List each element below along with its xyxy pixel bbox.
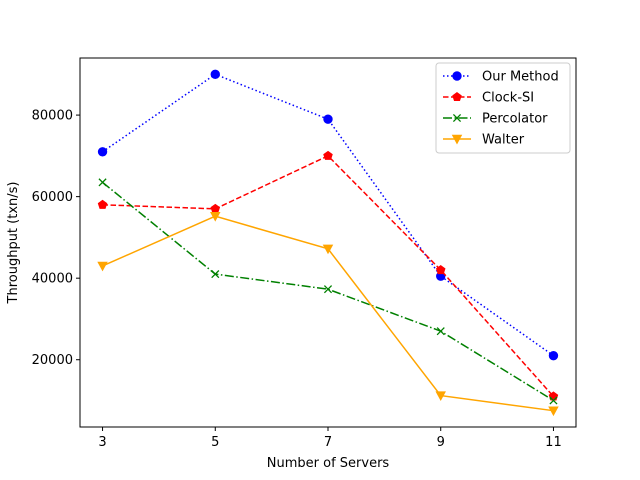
data-point (210, 203, 221, 213)
data-point (323, 150, 333, 160)
legend-label: Walter (482, 133, 525, 148)
series-percolator (98, 178, 558, 405)
data-point (549, 396, 558, 405)
data-point (97, 199, 108, 209)
legend-marker (452, 91, 462, 102)
legend-label: Clock-SI (482, 91, 534, 106)
data-point (210, 211, 221, 222)
legend-marker (452, 71, 462, 81)
series-walter (97, 211, 559, 417)
legend-marker (452, 113, 462, 123)
y-tick-label: 60000 (32, 190, 73, 205)
legend-entry: Walter (443, 133, 525, 148)
legend-label: Our Method (482, 70, 559, 85)
data-point (436, 327, 445, 336)
data-point (211, 270, 220, 279)
series-clock-si (97, 150, 559, 401)
x-axis-label: Number of Servers (267, 456, 390, 471)
legend-box (435, 62, 571, 154)
series-layer (97, 69, 559, 417)
x-tick-label: 5 (211, 435, 219, 450)
data-point (548, 406, 559, 417)
x-tick-label: 3 (98, 435, 106, 450)
series-line (102, 181, 554, 402)
data-point (98, 178, 107, 187)
legend-label: Percolator (482, 112, 548, 127)
series-our-method (97, 69, 559, 361)
data-point (323, 285, 333, 294)
data-point (548, 350, 559, 361)
axis-ticks: 3 5 7 9 11 20000 40000 60000 80000 (32, 109, 562, 450)
legend-marker (451, 134, 463, 145)
data-point (210, 69, 220, 80)
data-point (435, 391, 446, 402)
data-point (97, 261, 108, 272)
data-point (323, 114, 333, 124)
series-line (102, 73, 554, 357)
legend-entry: Our Method (443, 70, 559, 85)
legend-entry: Percolator (443, 112, 548, 127)
y-tick-label: 20000 (32, 353, 73, 368)
x-tick-label: 9 (437, 435, 445, 450)
data-point (322, 244, 334, 255)
x-tick-label: 11 (545, 435, 562, 450)
data-point (435, 265, 446, 275)
y-tick-label: 40000 (32, 272, 73, 287)
x-tick-label: 7 (324, 435, 332, 450)
legend: Our Method Clock-SI Percolator Walter (435, 62, 571, 154)
y-tick-label: 80000 (32, 109, 73, 124)
y-axis-label: Throughput (txn/s) (6, 182, 21, 305)
legend-entry: Clock-SI (443, 91, 534, 106)
series-line (102, 154, 555, 397)
data-point (97, 147, 108, 157)
